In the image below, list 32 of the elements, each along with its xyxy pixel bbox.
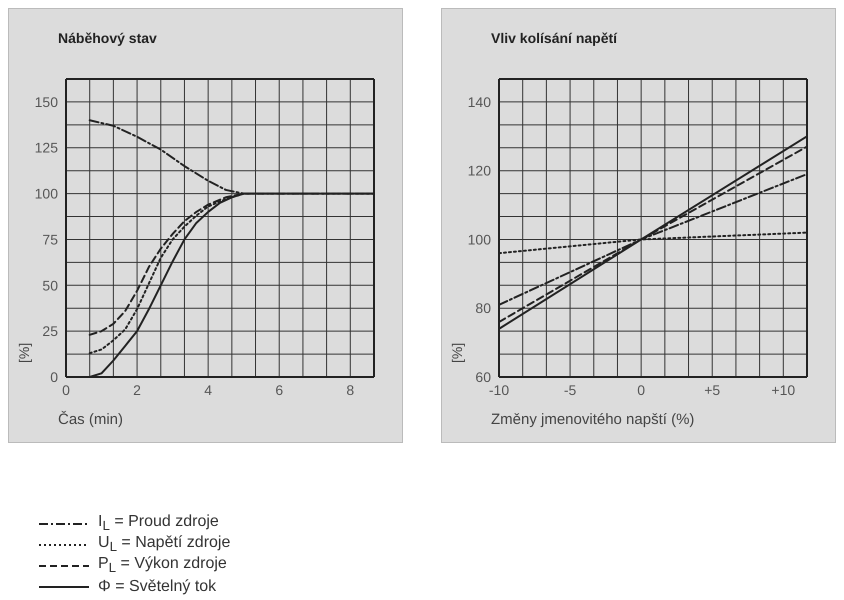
y-tick-label: 80 xyxy=(475,300,492,316)
y-tick-label: 120 xyxy=(468,162,492,179)
x-tick-label: 4 xyxy=(204,382,212,398)
x-tick-label: 0 xyxy=(637,382,646,398)
y-tick-label: 60 xyxy=(475,368,492,385)
y-tick-label: 150 xyxy=(34,94,58,110)
x-tick-label: -10 xyxy=(488,382,510,398)
x-axis-title: Čas (min) xyxy=(58,411,124,428)
y-tick-label: 50 xyxy=(42,277,58,294)
x-tick-label: +5 xyxy=(704,382,720,398)
legend-label: Φ = Světelný tok xyxy=(98,578,216,596)
x-tick-label: 2 xyxy=(133,382,142,398)
x-tick-label: 8 xyxy=(346,382,354,398)
y-tick-label: 0 xyxy=(50,368,58,385)
x-tick-label: 0 xyxy=(62,382,70,398)
y-tick-label: 75 xyxy=(42,231,58,248)
x-axis-title: Změny jmenovitého napští (%) xyxy=(491,411,694,428)
y-axis-title: [%] xyxy=(449,342,465,363)
x-tick-label: 6 xyxy=(275,382,284,398)
y-tick-label: 25 xyxy=(42,323,58,340)
legend-label: I$_{L}$ = Proud zdroje xyxy=(98,513,219,534)
y-tick-label: 125 xyxy=(34,140,58,156)
chart-title: Náběhový stav xyxy=(58,30,157,46)
x-tick-label: -5 xyxy=(564,382,577,398)
x-tick-label: +10 xyxy=(771,382,796,398)
y-axis-title: [%] xyxy=(16,342,32,363)
legend-label: P$_{L}$ = Výkon zdroje xyxy=(98,555,227,576)
y-tick-label: 100 xyxy=(34,186,58,202)
y-tick-label: 140 xyxy=(468,94,492,110)
chart-title: Vliv kolísání napětí xyxy=(491,30,618,46)
legend-label: U$_{L}$ = Napětí zdroje xyxy=(98,534,230,555)
y-tick-label: 100 xyxy=(468,231,492,248)
